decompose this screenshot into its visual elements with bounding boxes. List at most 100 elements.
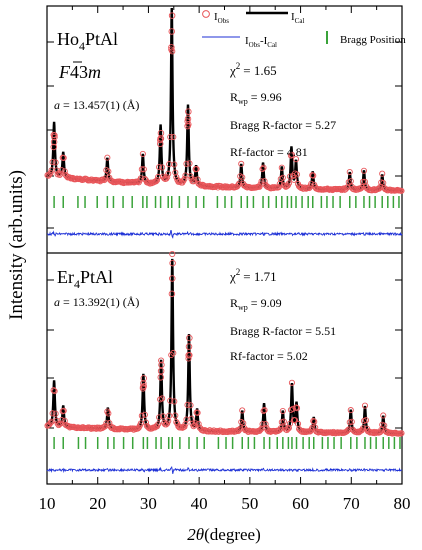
observed-point bbox=[52, 159, 59, 166]
observed-point bbox=[169, 259, 176, 267]
observed-point bbox=[52, 410, 59, 417]
observed-point bbox=[292, 156, 300, 163]
observed-point bbox=[347, 407, 354, 414]
observed-point bbox=[169, 48, 176, 55]
observed-point bbox=[140, 380, 147, 387]
observed-point bbox=[185, 343, 193, 350]
observed-point bbox=[309, 424, 316, 431]
observed-point bbox=[140, 166, 147, 173]
observed-point bbox=[346, 168, 353, 176]
y-axis-label: Intensity (arb.units) bbox=[6, 170, 27, 320]
observed-point bbox=[261, 407, 268, 414]
x-tick-label: 60 bbox=[292, 494, 309, 513]
difference-curve bbox=[46, 465, 403, 474]
observed-point bbox=[157, 367, 165, 375]
observed-point bbox=[280, 418, 287, 425]
bragg-r-ho: Bragg R-factor = 5.27 bbox=[230, 118, 336, 132]
compound-er-elem: Er bbox=[57, 267, 74, 287]
observed-point bbox=[102, 175, 109, 182]
observed-point bbox=[156, 414, 163, 421]
chi2-ho-value: = 1.65 bbox=[243, 63, 276, 78]
observed-point bbox=[184, 115, 192, 123]
observed-point bbox=[310, 417, 317, 425]
legend-diff-i: I bbox=[245, 35, 249, 47]
compound-ho-elem: Ho bbox=[57, 29, 79, 49]
compound-er4ptal: Er4PtAl bbox=[57, 267, 113, 291]
observed-point bbox=[194, 409, 201, 416]
observed-point bbox=[182, 420, 189, 428]
space-group-bar4: 4 bbox=[70, 62, 79, 82]
observed-point bbox=[398, 430, 405, 437]
observed-point bbox=[193, 165, 200, 173]
observed-point bbox=[170, 133, 177, 141]
observed-point bbox=[139, 150, 146, 157]
legend-obs-marker bbox=[202, 10, 210, 18]
panel-ho4ptal bbox=[44, 7, 405, 239]
observed-point bbox=[288, 379, 296, 386]
x-axis-label: 2θ(degree) bbox=[187, 525, 260, 544]
lattice-er-value: = 13.392(1) (Å) bbox=[63, 295, 139, 309]
lattice-ho-a: a bbox=[54, 98, 60, 112]
observed-point bbox=[275, 184, 282, 191]
observed-point bbox=[103, 420, 110, 427]
observed-point bbox=[156, 164, 163, 171]
observed-point bbox=[291, 417, 299, 424]
observed-point bbox=[234, 183, 241, 190]
observed-point bbox=[380, 412, 387, 419]
observed-point bbox=[167, 397, 174, 404]
observed-point bbox=[290, 176, 298, 183]
observed-point bbox=[185, 355, 192, 362]
observed-point bbox=[155, 421, 162, 428]
observed-point bbox=[347, 178, 354, 185]
observed-point bbox=[238, 160, 245, 167]
observed-point bbox=[292, 404, 300, 411]
observed-point bbox=[166, 412, 173, 419]
observed-point bbox=[342, 186, 349, 193]
x-tick-label: 30 bbox=[140, 494, 157, 513]
observed-point bbox=[377, 183, 384, 190]
observed-point bbox=[236, 426, 243, 434]
rwp-ho: Rwp = 9.96 bbox=[230, 90, 282, 106]
observed-point bbox=[286, 173, 293, 180]
observed-point bbox=[260, 407, 267, 415]
observed-point bbox=[284, 425, 291, 432]
x-tick-label: 50 bbox=[241, 494, 258, 513]
observed-point bbox=[286, 420, 293, 427]
observed-point bbox=[168, 351, 175, 359]
observed-point bbox=[262, 421, 269, 428]
observed-point bbox=[160, 413, 167, 420]
observed-point bbox=[172, 412, 179, 419]
observed-point bbox=[153, 177, 161, 184]
rwp-ho-r: R bbox=[230, 90, 238, 104]
observed-point bbox=[50, 138, 58, 146]
observed-point bbox=[236, 180, 243, 187]
compound-ho-rest: PtAl bbox=[85, 29, 118, 49]
compound-er-rest: PtAl bbox=[80, 267, 113, 287]
observed-point bbox=[50, 387, 57, 394]
chi2-ho-sup: 2 bbox=[236, 61, 241, 71]
observed-point bbox=[361, 178, 369, 185]
observed-point bbox=[97, 178, 104, 185]
observed-point bbox=[279, 174, 286, 181]
compound-ho4ptal: Ho4PtAl bbox=[57, 29, 118, 53]
observed-point bbox=[239, 174, 246, 181]
observed-point bbox=[181, 175, 188, 183]
x-axis-label-unit: (degree) bbox=[204, 525, 261, 544]
observed-point bbox=[279, 407, 286, 415]
panel-ho4ptal-annotations: Ho4PtAl F43m a = 13.457(1) (Å) χ2 = 1.65 R… bbox=[54, 29, 336, 159]
observed-point bbox=[105, 410, 112, 417]
observed-point bbox=[169, 275, 176, 282]
rwp-er-sub: wp bbox=[238, 303, 248, 312]
space-group-m: m bbox=[88, 62, 101, 82]
panel-er4ptal-annotations: Er4PtAl a = 13.392(1) (Å) χ2 = 1.71 Rwp = 9… bbox=[54, 267, 336, 363]
observed-point bbox=[186, 334, 193, 342]
observed-point bbox=[158, 361, 165, 369]
observed-point bbox=[186, 160, 193, 167]
observed-point bbox=[283, 427, 290, 434]
observed-point bbox=[261, 178, 268, 185]
observed-point bbox=[293, 405, 301, 412]
legend-cal-i: I bbox=[291, 11, 295, 23]
observed-point bbox=[311, 418, 318, 425]
x-tick-labels: 10 20 30 40 50 60 70 80 bbox=[39, 494, 411, 513]
compound-er-sub: 4 bbox=[74, 277, 80, 291]
